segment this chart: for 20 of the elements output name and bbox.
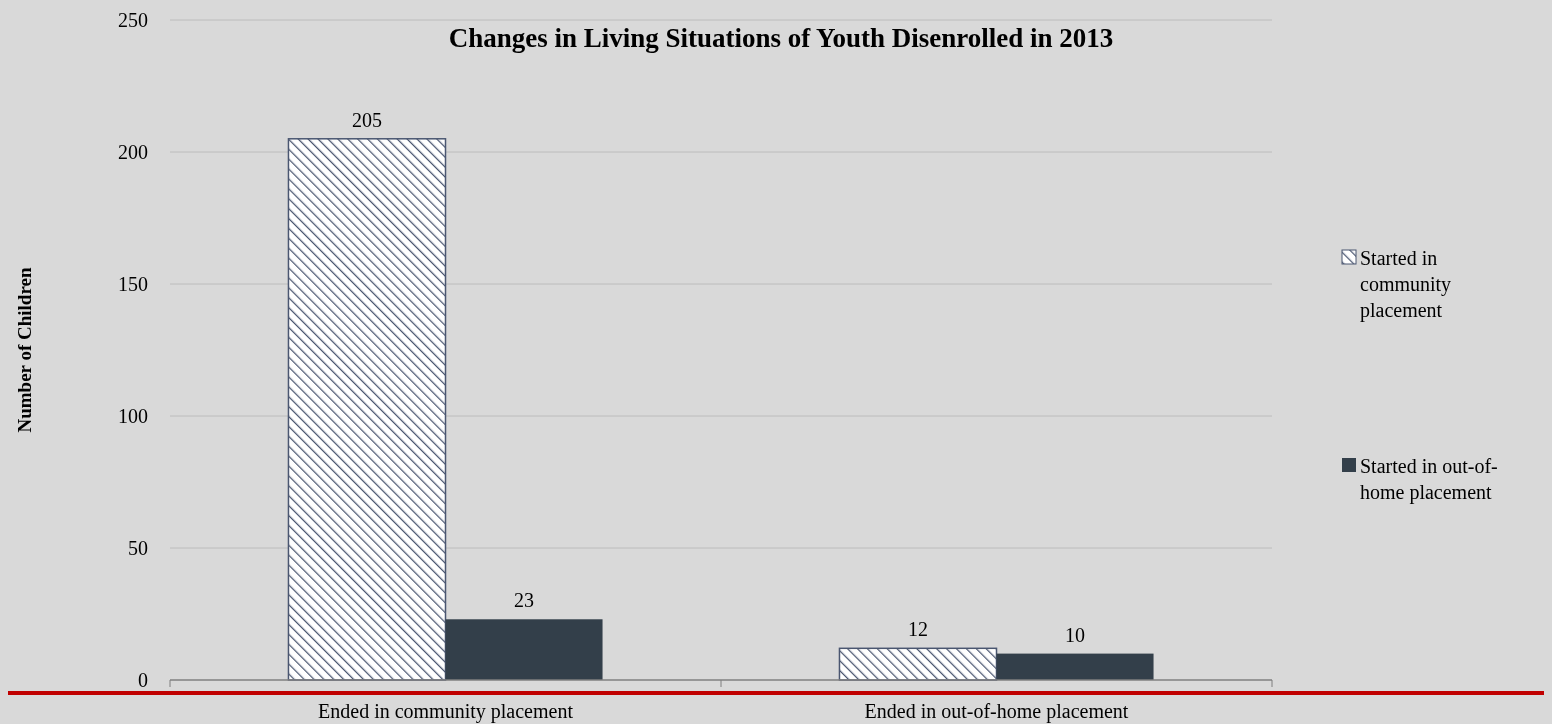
- x-tick-label: Ended in out-of-home placement: [864, 700, 1129, 723]
- y-axis-title: Number of Children: [14, 267, 35, 433]
- data-label: 12: [907, 618, 928, 641]
- y-tick-label: 0: [138, 669, 148, 691]
- bar: [996, 653, 1154, 680]
- y-tick-label: 100: [118, 405, 148, 427]
- chart-title: Changes in Living Situations of Youth Disenrolled in 2013: [448, 23, 1114, 53]
- y-tick-label: 150: [118, 273, 148, 295]
- data-label: 205: [351, 108, 382, 131]
- legend-label: Started in community placement: [1360, 247, 1452, 322]
- y-tick-label: 250: [118, 9, 148, 31]
- bar: [287, 138, 447, 681]
- y-tick-label: 200: [118, 141, 148, 163]
- data-label: 23: [514, 589, 535, 612]
- data-label: 10: [1065, 623, 1086, 646]
- bar: [445, 619, 603, 680]
- x-tick-label: Ended in community placement: [318, 700, 574, 723]
- legend-label: Started in out-of-home placement: [1360, 455, 1498, 504]
- y-tick-label: 50: [128, 537, 148, 559]
- bar: [838, 647, 998, 681]
